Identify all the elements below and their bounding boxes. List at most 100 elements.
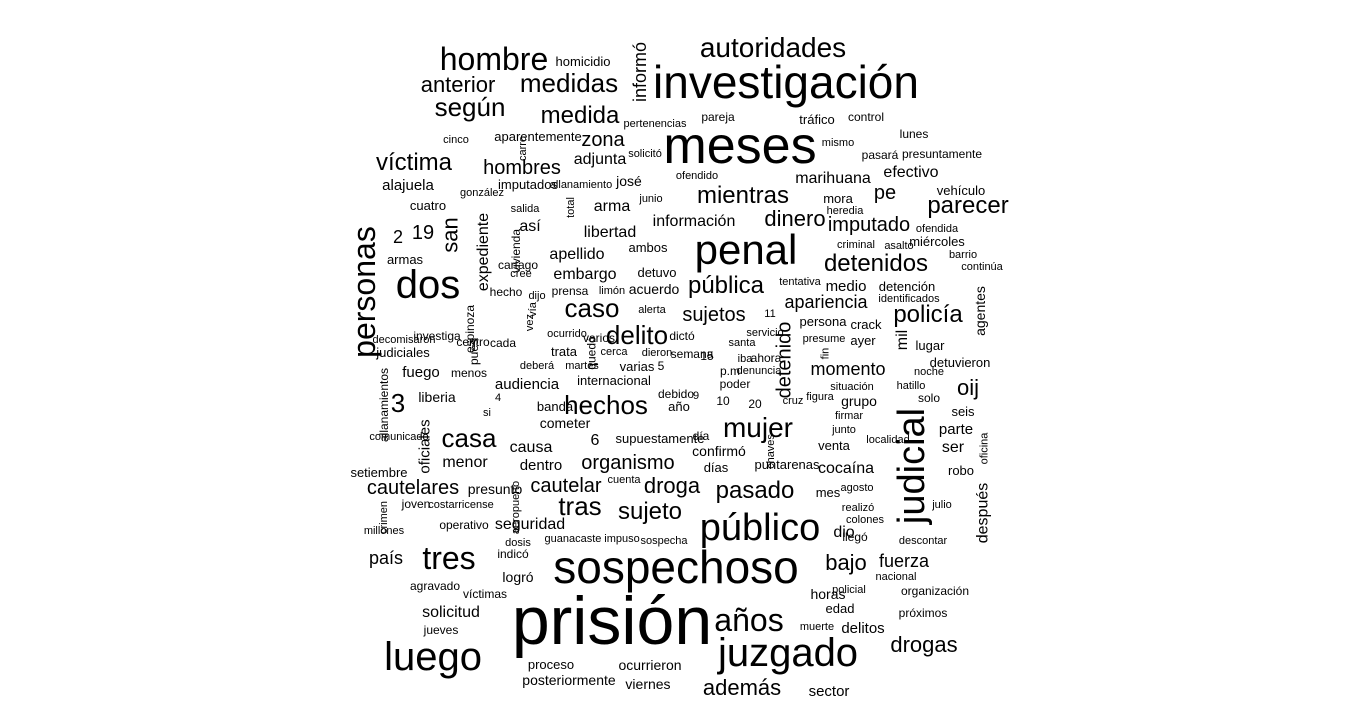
word-68: apellido: [549, 246, 605, 263]
word-211: decomisaron: [372, 333, 436, 346]
word-106: imputados: [498, 176, 558, 192]
word-30: sujeto: [617, 498, 683, 525]
word-20: medidas: [519, 68, 619, 98]
word-3: sospechoso: [553, 541, 799, 593]
word-109: persona: [799, 313, 847, 329]
word-150: realizó: [841, 501, 875, 514]
word-43: cautelar: [530, 475, 602, 497]
word-180: criminal: [837, 238, 875, 251]
word-76: mil: [894, 329, 911, 351]
word-197: hecho: [489, 285, 523, 299]
word-82: alajuela: [382, 176, 434, 194]
word-104: liberia: [418, 389, 456, 405]
word-57: marihuana: [795, 170, 871, 187]
word-227: comunicado: [369, 430, 429, 443]
word-100: detuvo: [637, 264, 677, 280]
word-17: casa: [441, 423, 497, 453]
word-183: mismo: [821, 136, 855, 149]
word-42: organismo: [581, 452, 675, 474]
word-11: años: [714, 602, 784, 638]
word-237: cuenta: [607, 473, 641, 486]
word-160: junto: [832, 423, 856, 436]
word-218: dictó: [669, 329, 695, 343]
word-133: aparentemente: [494, 128, 582, 144]
word-140: llegó: [842, 530, 868, 544]
word-166: 10: [716, 394, 730, 408]
word-125: detuvieron: [929, 354, 991, 370]
word-35: 3: [390, 388, 406, 418]
word-124: detención: [878, 278, 936, 294]
word-123: vehículo: [936, 182, 986, 198]
word-25: parecer: [927, 192, 1009, 219]
word-60: seguridad: [494, 516, 566, 533]
word-0: prisión: [511, 583, 713, 659]
word-47: informó: [630, 41, 650, 103]
word-37: dinero: [764, 206, 826, 231]
word-98: viernes: [625, 676, 671, 692]
word-89: acuerdo: [628, 281, 680, 297]
word-184: ofendido: [675, 169, 719, 182]
word-54: fuerza: [878, 551, 930, 571]
word-174: fin: [819, 347, 832, 359]
word-26: policía: [893, 301, 963, 328]
word-158: situación: [830, 380, 874, 393]
word-1: investigación: [653, 56, 919, 108]
word-135: joven: [401, 497, 431, 511]
word-201: alerta: [638, 303, 666, 316]
word-77: dio: [833, 524, 855, 541]
word-111: ayer: [850, 332, 876, 348]
word-118: cuatro: [409, 197, 447, 213]
word-41: droga: [643, 473, 701, 498]
word-236: dosis: [505, 536, 531, 549]
word-161: localidad: [866, 433, 910, 446]
word-195: cartago: [497, 258, 539, 272]
word-9: judicial: [890, 407, 933, 525]
word-86: logró: [502, 569, 534, 585]
word-189: carro: [517, 135, 530, 161]
word-192: total: [564, 196, 577, 218]
word-239: tentativa: [779, 275, 821, 288]
word-127: tráfico: [799, 111, 835, 127]
word-199: dijo: [528, 289, 546, 302]
word-101: ambos: [628, 239, 668, 255]
word-112: seis: [951, 403, 975, 419]
word-136: días: [703, 459, 729, 475]
word-152: descontar: [898, 534, 948, 547]
word-165: año: [668, 398, 690, 414]
word-139: mes: [815, 484, 841, 500]
word-182: heredia: [826, 204, 864, 217]
word-65: adjunta: [573, 151, 627, 168]
word-223: 9: [692, 389, 700, 402]
word-102: presunto: [467, 481, 523, 497]
word-234: impuso: [604, 532, 640, 545]
word-19: delito: [605, 320, 669, 350]
word-121: menos: [450, 366, 488, 380]
word-113: banda: [536, 398, 574, 414]
word-212: pues: [467, 338, 481, 366]
word-108: josé: [616, 173, 642, 189]
word-12: tres: [422, 540, 476, 576]
word-14: autoridades: [699, 32, 847, 63]
word-97: posteriormente: [522, 672, 616, 688]
word-73: audiencia: [494, 375, 560, 393]
word-233: guanacaste: [544, 532, 602, 545]
word-157: hatillo: [896, 379, 926, 392]
word-170: denuncia: [736, 364, 782, 377]
word-207: ocurrido: [547, 327, 587, 340]
word-228: costarricense: [428, 498, 494, 511]
word-96: proceso: [527, 656, 575, 672]
word-196: cree: [510, 267, 532, 280]
word-134: homicidio: [555, 53, 611, 69]
word-116: venta: [818, 437, 850, 453]
word-177: barrio: [948, 248, 978, 261]
word-28: pública: [687, 272, 765, 299]
word-63: menor: [442, 454, 488, 471]
word-88: 6: [590, 432, 600, 449]
word-21: según: [434, 92, 506, 122]
word-153: julio: [932, 498, 952, 511]
word-62: después: [974, 482, 991, 544]
word-32: drogas: [890, 632, 958, 657]
word-210: centro: [456, 335, 490, 349]
word-126: miércoles: [909, 233, 965, 249]
